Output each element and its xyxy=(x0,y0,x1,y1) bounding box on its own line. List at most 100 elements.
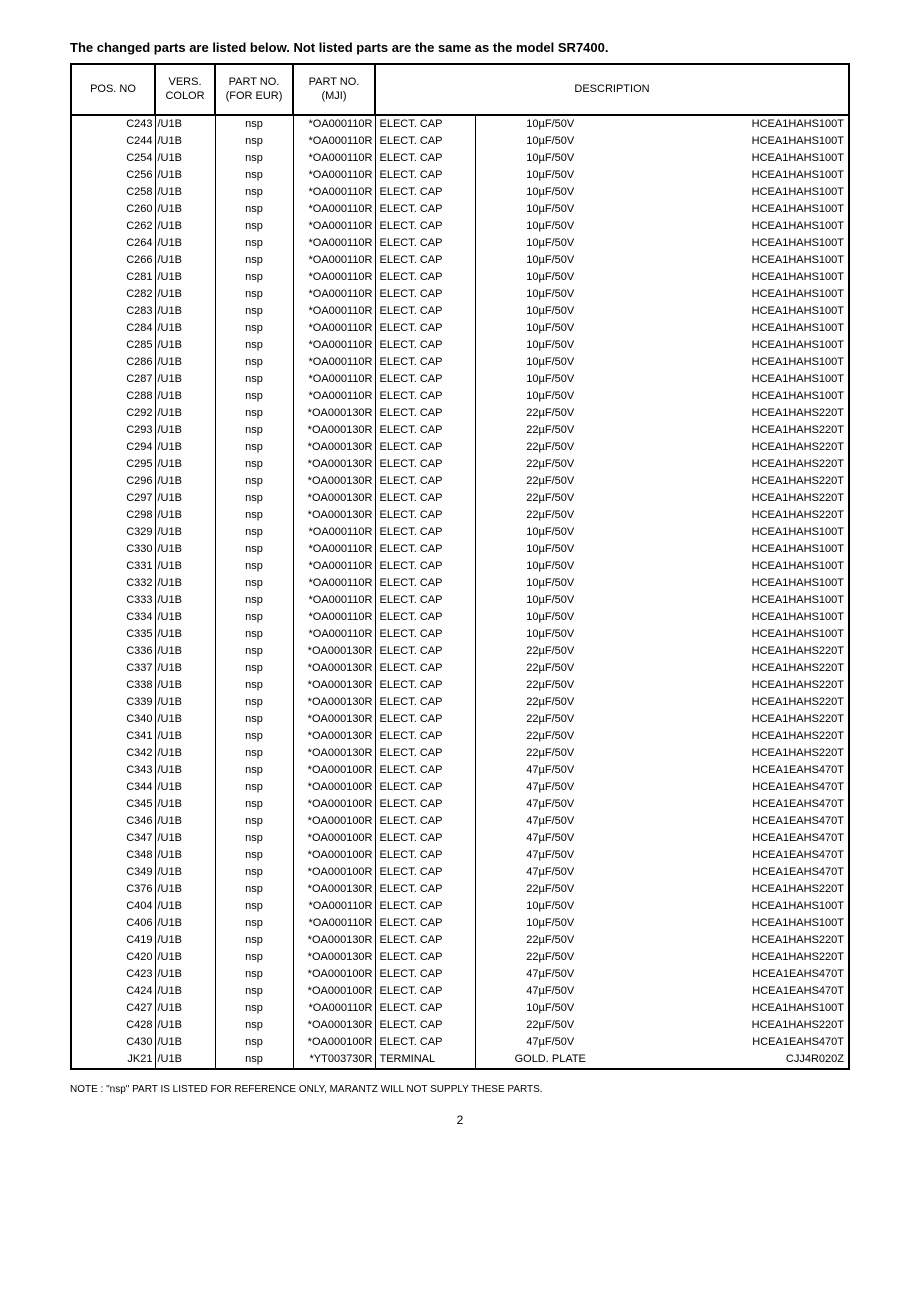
cell-desc-type: ELECT. CAP xyxy=(375,1034,475,1051)
cell-desc-code: HCEA1HAHS100T xyxy=(625,269,849,286)
cell-desc-type: ELECT. CAP xyxy=(375,898,475,915)
cell-desc-type: ELECT. CAP xyxy=(375,541,475,558)
cell-pos: C338 xyxy=(71,677,155,694)
table-row: C244/U1Bnsp*OA000110RELECT. CAP10µF/50VH… xyxy=(71,133,849,150)
cell-desc-type: ELECT. CAP xyxy=(375,915,475,932)
cell-desc-code: HCEA1HAHS100T xyxy=(625,898,849,915)
cell-desc-type: ELECT. CAP xyxy=(375,269,475,286)
table-row: C330/U1Bnsp*OA000110RELECT. CAP10µF/50VH… xyxy=(71,541,849,558)
cell-desc-spec: 10µF/50V xyxy=(475,150,625,167)
cell-desc-code: HCEA1EAHS470T xyxy=(625,796,849,813)
cell-pos: C430 xyxy=(71,1034,155,1051)
cell-desc-code: HCEA1HAHS100T xyxy=(625,201,849,218)
cell-pos: C260 xyxy=(71,201,155,218)
cell-version: /U1B xyxy=(155,1017,215,1034)
cell-desc-spec: 10µF/50V xyxy=(475,320,625,337)
cell-desc-type: ELECT. CAP xyxy=(375,167,475,184)
cell-desc-code: HCEA1HAHS220T xyxy=(625,711,849,728)
cell-version: /U1B xyxy=(155,303,215,320)
cell-part-mji: *OA000110R xyxy=(293,286,375,303)
cell-part-mji: *OA000110R xyxy=(293,337,375,354)
cell-part-eur: nsp xyxy=(215,796,293,813)
cell-desc-code: HCEA1EAHS470T xyxy=(625,966,849,983)
cell-desc-type: ELECT. CAP xyxy=(375,320,475,337)
cell-desc-type: ELECT. CAP xyxy=(375,354,475,371)
table-row: C343/U1Bnsp*OA000100RELECT. CAP47µF/50VH… xyxy=(71,762,849,779)
cell-version: /U1B xyxy=(155,626,215,643)
cell-part-mji: *OA000110R xyxy=(293,252,375,269)
cell-pos: C349 xyxy=(71,864,155,881)
cell-part-eur: nsp xyxy=(215,864,293,881)
cell-part-eur: nsp xyxy=(215,575,293,592)
table-row: C283/U1Bnsp*OA000110RELECT. CAP10µF/50VH… xyxy=(71,303,849,320)
cell-pos: C296 xyxy=(71,473,155,490)
cell-version: /U1B xyxy=(155,388,215,405)
cell-part-mji: *OA000100R xyxy=(293,983,375,1000)
cell-desc-type: ELECT. CAP xyxy=(375,337,475,354)
cell-part-mji: *OA000130R xyxy=(293,422,375,439)
cell-desc-code: HCEA1HAHS100T xyxy=(625,303,849,320)
table-row: C347/U1Bnsp*OA000100RELECT. CAP47µF/50VH… xyxy=(71,830,849,847)
cell-desc-spec: 22µF/50V xyxy=(475,949,625,966)
cell-pos: C262 xyxy=(71,218,155,235)
cell-part-eur: nsp xyxy=(215,626,293,643)
cell-version: /U1B xyxy=(155,711,215,728)
cell-desc-spec: 22µF/50V xyxy=(475,932,625,949)
cell-desc-spec: 47µF/50V xyxy=(475,1034,625,1051)
cell-part-mji: *OA000110R xyxy=(293,320,375,337)
cell-desc-type: ELECT. CAP xyxy=(375,813,475,830)
cell-version: /U1B xyxy=(155,558,215,575)
cell-desc-type: ELECT. CAP xyxy=(375,303,475,320)
cell-desc-code: HCEA1HAHS100T xyxy=(625,218,849,235)
cell-version: /U1B xyxy=(155,762,215,779)
cell-desc-code: HCEA1EAHS470T xyxy=(625,864,849,881)
table-row: C333/U1Bnsp*OA000110RELECT. CAP10µF/50VH… xyxy=(71,592,849,609)
cell-pos: C266 xyxy=(71,252,155,269)
table-row: C336/U1Bnsp*OA000130RELECT. CAP22µF/50VH… xyxy=(71,643,849,660)
cell-pos: C336 xyxy=(71,643,155,660)
cell-part-eur: nsp xyxy=(215,269,293,286)
cell-desc-code: HCEA1HAHS100T xyxy=(625,575,849,592)
page-heading: The changed parts are listed below. Not … xyxy=(70,40,850,55)
cell-desc-code: HCEA1HAHS100T xyxy=(625,626,849,643)
cell-part-eur: nsp xyxy=(215,524,293,541)
cell-pos: C334 xyxy=(71,609,155,626)
cell-part-eur: nsp xyxy=(215,609,293,626)
cell-part-mji: *OA000110R xyxy=(293,354,375,371)
cell-part-eur: nsp xyxy=(215,830,293,847)
cell-version: /U1B xyxy=(155,1051,215,1069)
cell-pos: C254 xyxy=(71,150,155,167)
cell-desc-type: ELECT. CAP xyxy=(375,660,475,677)
cell-pos: C297 xyxy=(71,490,155,507)
cell-desc-type: ELECT. CAP xyxy=(375,796,475,813)
cell-desc-type: ELECT. CAP xyxy=(375,422,475,439)
cell-part-mji: *OA000110R xyxy=(293,269,375,286)
cell-version: /U1B xyxy=(155,1000,215,1017)
cell-part-mji: *OA000110R xyxy=(293,150,375,167)
cell-part-eur: nsp xyxy=(215,660,293,677)
cell-desc-code: HCEA1HAHS220T xyxy=(625,694,849,711)
cell-desc-code: HCEA1HAHS220T xyxy=(625,1017,849,1034)
cell-part-mji: *OA000110R xyxy=(293,371,375,388)
cell-version: /U1B xyxy=(155,201,215,218)
cell-part-mji: *OA000100R xyxy=(293,1034,375,1051)
cell-desc-spec: 22µF/50V xyxy=(475,694,625,711)
cell-version: /U1B xyxy=(155,286,215,303)
cell-pos: C288 xyxy=(71,388,155,405)
cell-part-mji: *OA000110R xyxy=(293,303,375,320)
table-row: C294/U1Bnsp*OA000130RELECT. CAP22µF/50VH… xyxy=(71,439,849,456)
cell-part-mji: *OA000130R xyxy=(293,473,375,490)
cell-part-eur: nsp xyxy=(215,337,293,354)
cell-part-mji: *OA000100R xyxy=(293,796,375,813)
cell-desc-type: ELECT. CAP xyxy=(375,779,475,796)
cell-part-mji: *OA000110R xyxy=(293,609,375,626)
cell-version: /U1B xyxy=(155,150,215,167)
cell-desc-type: ELECT. CAP xyxy=(375,150,475,167)
cell-desc-type: ELECT. CAP xyxy=(375,881,475,898)
cell-desc-code: HCEA1HAHS100T xyxy=(625,184,849,201)
cell-part-eur: nsp xyxy=(215,677,293,694)
cell-part-mji: *OA000110R xyxy=(293,1000,375,1017)
col-version: VERS.COLOR xyxy=(155,64,215,115)
table-header: POS. NO VERS.COLOR PART NO.(FOR EUR) PAR… xyxy=(71,64,849,115)
table-row: C260/U1Bnsp*OA000110RELECT. CAP10µF/50VH… xyxy=(71,201,849,218)
